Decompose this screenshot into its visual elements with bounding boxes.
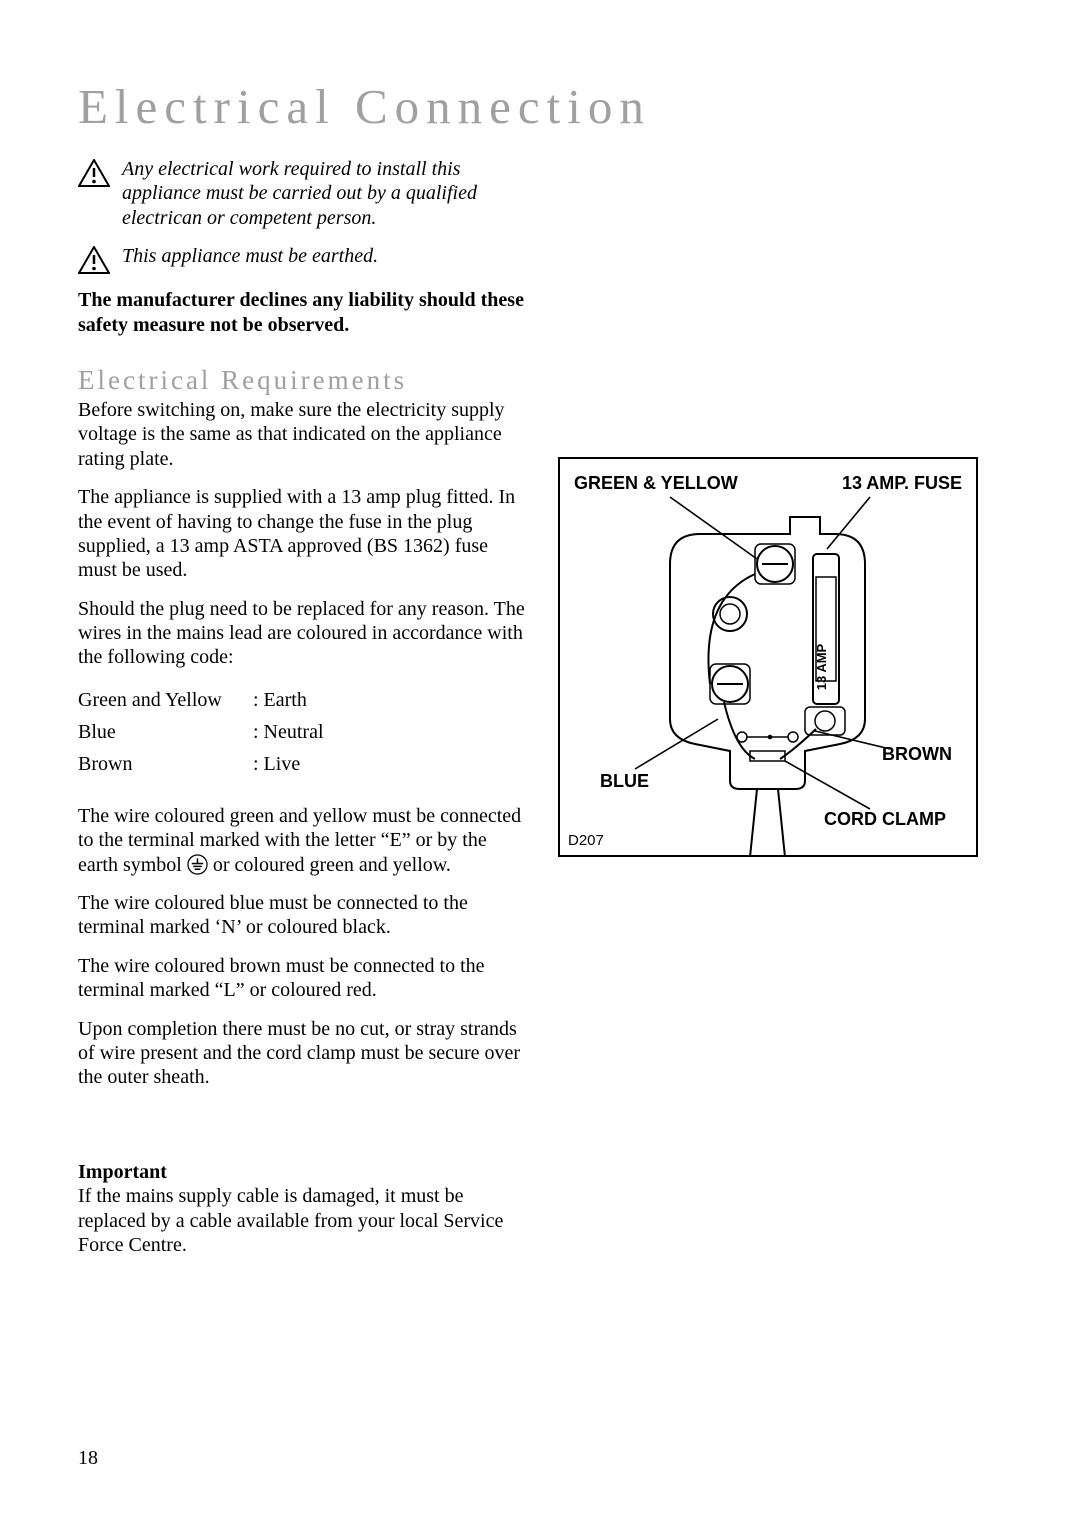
warning-block-2: This appliance must be earthed. xyxy=(78,244,528,274)
wire-value: : Live xyxy=(253,748,300,780)
content-columns: Any electrical work required to install … xyxy=(78,157,1002,1257)
para-4b: or coloured green and yellow. xyxy=(213,854,451,876)
wire-name: Blue xyxy=(78,716,253,748)
plug-diagram-svg: 13 AMP xyxy=(560,459,980,859)
para-6: The wire coloured brown must be connecte… xyxy=(78,954,528,1003)
fuse-rating-text: 13 AMP xyxy=(814,643,829,690)
warning-block-1: Any electrical work required to install … xyxy=(78,157,528,230)
section-subhead: Electrical Requirements xyxy=(78,365,528,396)
wire-name: Brown xyxy=(78,748,253,780)
wire-colour-table: Green and Yellow : Earth Blue : Neutral … xyxy=(78,684,528,780)
para-5: The wire coloured blue must be connected… xyxy=(78,891,528,940)
table-row: Brown : Live xyxy=(78,748,528,780)
warning-icon xyxy=(78,246,110,274)
left-column: Any electrical work required to install … xyxy=(78,157,528,1257)
para-4: The wire coloured green and yellow must … xyxy=(78,804,528,877)
wire-name: Green and Yellow xyxy=(78,684,253,716)
plug-wiring-diagram: GREEN & YELLOW 13 AMP. FUSE BLUE BROWN C… xyxy=(558,457,978,857)
wire-value: : Neutral xyxy=(253,716,324,748)
warning-text-1: Any electrical work required to install … xyxy=(122,157,528,230)
important-block: Important If the mains supply cable is d… xyxy=(78,1160,528,1258)
para-2: The appliance is supplied with a 13 amp … xyxy=(78,485,528,583)
warning-icon xyxy=(78,159,110,187)
warning-text-2: This appliance must be earthed. xyxy=(122,244,378,274)
page-title: Electrical Connection xyxy=(78,78,1002,135)
disclaimer-text: The manufacturer declines any liability … xyxy=(78,288,528,337)
para-1: Before switching on, make sure the elect… xyxy=(78,398,528,471)
important-label: Important xyxy=(78,1160,528,1184)
para-8: If the mains supply cable is damaged, it… xyxy=(78,1184,528,1257)
wire-value: : Earth xyxy=(253,684,307,716)
right-column: GREEN & YELLOW 13 AMP. FUSE BLUE BROWN C… xyxy=(558,157,1002,1257)
para-3: Should the plug need to be replaced for … xyxy=(78,597,528,670)
table-row: Green and Yellow : Earth xyxy=(78,684,528,716)
earth-symbol-icon xyxy=(187,854,208,875)
table-row: Blue : Neutral xyxy=(78,716,528,748)
page-number: 18 xyxy=(78,1447,98,1470)
para-7: Upon completion there must be no cut, or… xyxy=(78,1017,528,1090)
